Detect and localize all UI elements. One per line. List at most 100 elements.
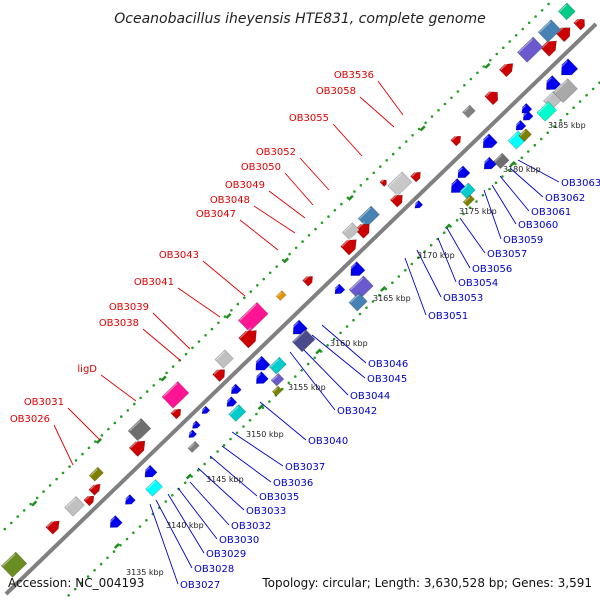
track-dot: [385, 159, 389, 162]
leader-line: [155, 499, 193, 569]
track-dot: [281, 387, 284, 391]
track-dot: [255, 412, 258, 416]
gene-forward: [450, 134, 462, 147]
gene-forward: [462, 104, 476, 119]
track-dot: [345, 325, 349, 328]
track-dot: [183, 481, 187, 485]
gene-reverse: [493, 152, 510, 170]
track-dot: [125, 537, 129, 541]
gene-label-reverse: OB3045: [367, 374, 407, 385]
track-dot: [508, 40, 512, 43]
leader-line: [221, 445, 272, 483]
track-dot: [411, 134, 414, 137]
gene-label-reverse: OB3037: [285, 462, 325, 473]
track-dot: [100, 434, 104, 437]
leader-line: [437, 237, 457, 283]
gene-forward: [410, 171, 421, 183]
track-dot: [86, 575, 90, 578]
track-dot: [138, 525, 142, 528]
gene-reverse: [518, 128, 532, 142]
gene-label-forward: OB3047: [196, 209, 236, 220]
track-dot: [203, 462, 206, 466]
track-dot: [572, 106, 575, 109]
gene-label-reverse: OB3028: [194, 564, 234, 575]
scale-label: 3145 kbp: [206, 475, 244, 484]
track-dot: [527, 21, 531, 25]
track-dot: [456, 90, 460, 93]
track-dot: [243, 296, 246, 300]
track-dot: [358, 312, 362, 316]
track-dot: [133, 402, 136, 406]
track-dot: [378, 293, 381, 297]
leader-line: [177, 487, 218, 540]
label-leaders: [53, 80, 560, 585]
track-dot: [540, 9, 544, 12]
gc-tick: [380, 285, 387, 292]
track-dot: [287, 381, 291, 385]
track-dot: [93, 569, 96, 572]
track-dot: [546, 131, 549, 134]
track-dot: [429, 243, 433, 247]
track-dot: [222, 444, 226, 447]
track-dot: [455, 218, 459, 222]
gene-label-forward: OB3041: [134, 277, 174, 288]
track-dot: [359, 184, 363, 187]
track-dot: [410, 262, 414, 266]
track-dot: [112, 550, 116, 553]
gene-reverse: [187, 429, 198, 438]
leader-line: [231, 431, 284, 467]
track-dot: [22, 509, 26, 512]
gene-forward: [302, 275, 313, 287]
track-dot: [352, 318, 355, 322]
gene-label-reverse: OB3054: [458, 278, 498, 289]
leader-line: [189, 481, 230, 526]
track-dot: [442, 231, 446, 234]
leader-line: [321, 324, 367, 364]
track-dot: [552, 125, 556, 128]
track-dot: [353, 190, 356, 193]
track-dot: [520, 156, 524, 159]
leader-line: [299, 157, 330, 191]
leader-line: [311, 334, 366, 379]
gene-forward: [88, 466, 104, 482]
leader-line: [167, 493, 205, 554]
track-dot: [585, 93, 588, 97]
leader-line: [499, 175, 530, 212]
track-dot: [197, 340, 201, 343]
track-dot: [481, 193, 485, 197]
leader-line: [53, 424, 74, 466]
leader-line: [483, 189, 502, 240]
gene-label-reverse: OB3061: [531, 207, 571, 218]
track-dot: [42, 490, 45, 493]
gene-reverse: [520, 102, 533, 114]
gc-tick: [509, 160, 516, 167]
track-dot: [196, 469, 200, 472]
track-dot: [534, 15, 537, 18]
track-dot: [288, 252, 291, 256]
gene-reverse: [253, 371, 269, 384]
track-dot: [87, 446, 91, 450]
gene-label-reverse: OB3057: [487, 249, 527, 260]
track-dot: [10, 521, 13, 525]
track-dot: [99, 562, 103, 566]
gene-forward: [212, 367, 226, 382]
track-dot: [236, 302, 240, 306]
track-dot: [73, 587, 77, 591]
track-dot: [514, 34, 518, 37]
gene-forward: [357, 205, 380, 228]
gene-reverse: [536, 101, 558, 122]
gene-forward: [161, 381, 190, 409]
track-dot: [404, 268, 407, 272]
leader-line: [517, 159, 560, 183]
gc-tick: [257, 404, 264, 411]
gene-labels: OB3536 OB3058 OB3055 OB3052 OB3050 OB3049 OB30…: [10, 70, 600, 591]
scale-label: 3140 kbp: [166, 521, 204, 530]
scale-label: 3135 kbp: [126, 568, 164, 577]
gene-forward: [387, 171, 413, 197]
gc-tick: [419, 125, 426, 132]
track-dot: [165, 371, 168, 375]
track-dot: [494, 181, 498, 184]
gc-tick: [282, 257, 290, 264]
track-dot: [462, 212, 465, 216]
track-dot: [327, 215, 330, 218]
